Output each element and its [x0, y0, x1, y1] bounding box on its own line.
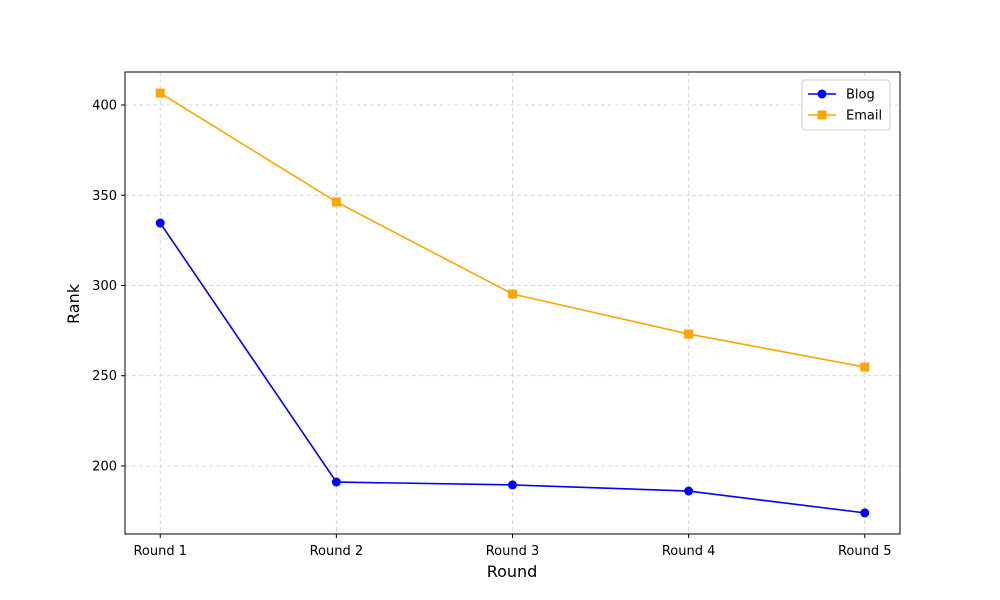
y-tick-label: 300 [92, 279, 117, 294]
data-point [155, 88, 165, 98]
legend-label: Email [846, 109, 882, 124]
data-point [155, 218, 165, 228]
data-point [860, 508, 870, 518]
y-tick-label: 400 [92, 99, 117, 114]
data-point [331, 197, 341, 207]
x-tick-label: Round 3 [486, 544, 540, 559]
data-point [684, 486, 694, 496]
y-tick-label: 200 [92, 459, 117, 474]
x-tick-label: Round 2 [310, 544, 364, 559]
x-axis-label: Round [487, 562, 538, 581]
data-point [508, 289, 517, 299]
data-point [860, 362, 870, 372]
legend-marker [817, 110, 827, 120]
x-tick-label: Round 4 [662, 544, 716, 559]
plot-frame [124, 71, 901, 535]
data-point [684, 329, 694, 339]
data-point [331, 477, 341, 487]
x-tick-label: Round 1 [133, 544, 187, 559]
legend-label: Blog [846, 88, 875, 103]
y-tick-label: 350 [92, 189, 117, 204]
y-axis-label: Rank [64, 283, 83, 324]
legend-marker [817, 89, 827, 99]
data-point [508, 480, 517, 490]
x-tick-label: Round 5 [838, 544, 892, 559]
y-tick-label: 250 [92, 369, 117, 384]
